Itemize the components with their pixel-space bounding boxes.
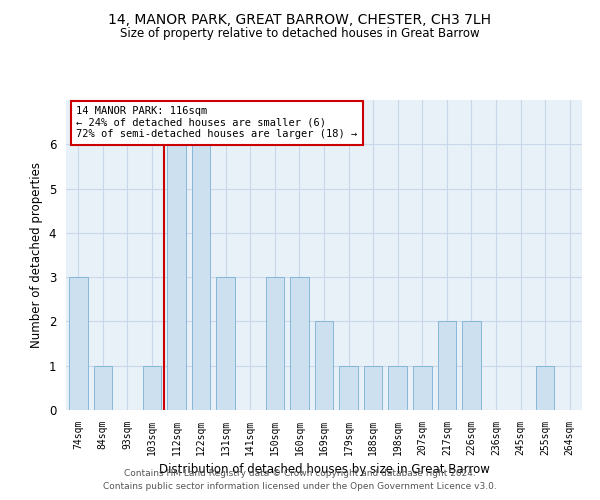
Bar	[290, 277, 308, 410]
Bar	[340, 366, 358, 410]
Bar	[437, 322, 456, 410]
Bar	[266, 277, 284, 410]
Bar	[364, 366, 382, 410]
Bar	[143, 366, 161, 410]
X-axis label: Distribution of detached houses by size in Great Barrow: Distribution of detached houses by size …	[158, 464, 490, 476]
Bar	[69, 277, 88, 410]
Bar	[94, 366, 112, 410]
Text: Contains public sector information licensed under the Open Government Licence v3: Contains public sector information licen…	[103, 482, 497, 491]
Text: 14 MANOR PARK: 116sqm
← 24% of detached houses are smaller (6)
72% of semi-detac: 14 MANOR PARK: 116sqm ← 24% of detached …	[76, 106, 358, 140]
Bar	[167, 144, 186, 410]
Text: Contains HM Land Registry data © Crown copyright and database right 2024.: Contains HM Land Registry data © Crown c…	[124, 468, 476, 477]
Bar	[413, 366, 431, 410]
Text: 14, MANOR PARK, GREAT BARROW, CHESTER, CH3 7LH: 14, MANOR PARK, GREAT BARROW, CHESTER, C…	[109, 12, 491, 26]
Y-axis label: Number of detached properties: Number of detached properties	[30, 162, 43, 348]
Bar	[217, 277, 235, 410]
Bar	[536, 366, 554, 410]
Bar	[462, 322, 481, 410]
Bar	[389, 366, 407, 410]
Bar	[315, 322, 333, 410]
Bar	[192, 144, 211, 410]
Text: Size of property relative to detached houses in Great Barrow: Size of property relative to detached ho…	[120, 28, 480, 40]
